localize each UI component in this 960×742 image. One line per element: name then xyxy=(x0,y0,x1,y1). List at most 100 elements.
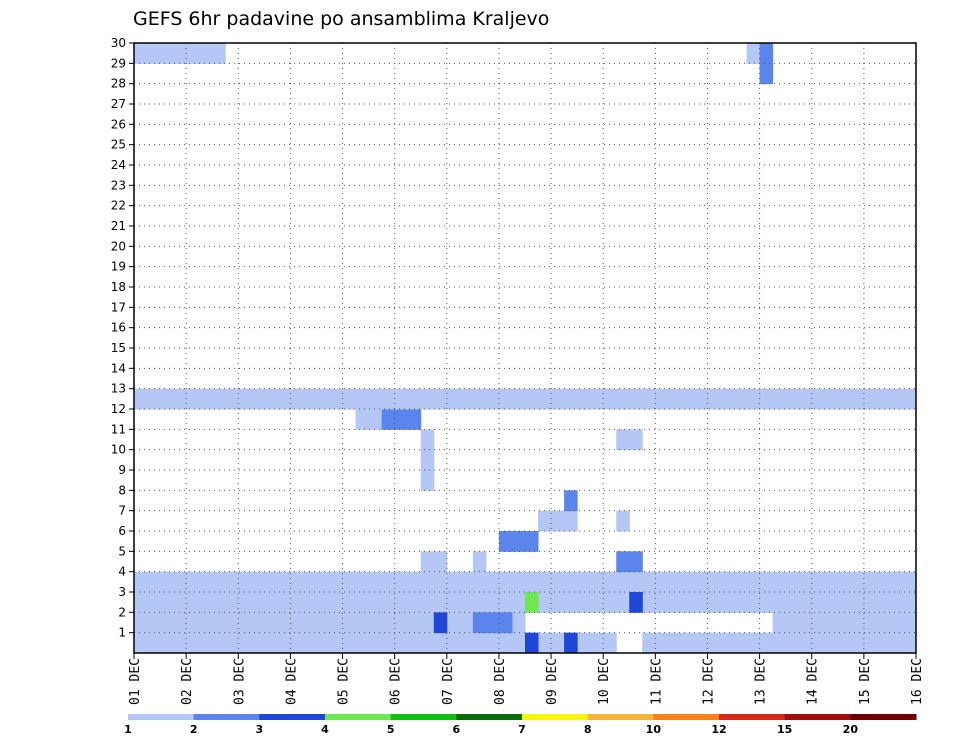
heatmap-cell xyxy=(290,612,304,634)
heatmap-cell xyxy=(225,592,239,613)
heatmap-cell xyxy=(681,571,695,593)
heatmap-cell xyxy=(668,388,682,410)
heatmap-cell xyxy=(629,388,643,410)
heatmap-cell xyxy=(264,571,278,593)
heatmap-cell xyxy=(420,571,435,593)
heatmap-cell xyxy=(355,612,370,634)
heatmap-cell xyxy=(511,571,526,593)
heatmap-cell xyxy=(290,388,304,410)
heatmap-cell xyxy=(160,43,174,64)
heatmap-cell xyxy=(759,571,774,593)
legend-label: 5 xyxy=(387,723,395,736)
heatmap-cell xyxy=(902,612,917,634)
heatmap-cell xyxy=(837,388,852,410)
heatmap-cell xyxy=(433,571,448,593)
x-tick-label: 02 DEC xyxy=(180,658,195,705)
heatmap-cell xyxy=(303,388,317,410)
heatmap-cell xyxy=(681,388,695,410)
heatmap-cell xyxy=(420,632,435,654)
heatmap-cell xyxy=(472,571,487,593)
x-tick-label: 10 DEC xyxy=(597,658,612,705)
heatmap-cell xyxy=(590,571,604,593)
heatmap-cell xyxy=(655,592,669,613)
heatmap-cell xyxy=(564,632,578,654)
heatmap-cell xyxy=(889,571,904,593)
x-axis-ticks: 01 DEC 02 DEC 03 DEC 04 DEC 05 DEC 06 DEC 07 D… xyxy=(128,653,925,705)
heatmap-cell xyxy=(668,632,682,654)
heatmap-cell xyxy=(655,388,669,410)
heatmap-cell xyxy=(355,592,370,613)
heatmap-cell xyxy=(134,571,148,593)
heatmap-cell xyxy=(290,592,304,613)
heatmap-cell xyxy=(407,571,422,593)
heatmap-cell xyxy=(433,592,448,613)
heatmap-cell xyxy=(811,388,826,410)
legend-swatch xyxy=(719,714,786,720)
heatmap-cell xyxy=(303,592,317,613)
heatmap-cell xyxy=(629,551,643,573)
heatmap-cell xyxy=(199,592,213,613)
heatmap-cell xyxy=(420,388,435,410)
heatmap-cell xyxy=(733,571,748,593)
heatmap-cell xyxy=(368,632,383,654)
heatmap-cell xyxy=(824,592,839,613)
heatmap-cell xyxy=(225,612,239,634)
heatmap-cell xyxy=(746,632,761,654)
heatmap-cell xyxy=(525,388,539,410)
heatmap-cell xyxy=(603,632,617,654)
heatmap-cell xyxy=(564,388,578,410)
y-tick-label: 15 xyxy=(111,341,126,355)
heatmap-cell xyxy=(147,592,161,613)
heatmap-cell xyxy=(420,612,435,634)
x-tick-label: 11 DEC xyxy=(649,658,664,705)
heatmap-cell xyxy=(759,388,774,410)
heatmap-cell xyxy=(733,632,748,654)
heatmap-cell xyxy=(863,612,878,634)
heatmap-cell xyxy=(147,571,161,593)
heatmap-cell xyxy=(212,592,226,613)
heatmap-cell xyxy=(694,632,708,654)
heatmap-cell xyxy=(225,388,239,410)
heatmap-cell xyxy=(889,632,904,654)
heatmap-cell xyxy=(199,43,213,64)
heatmap-cell xyxy=(498,531,513,552)
heatmap-cell xyxy=(407,612,422,634)
heatmap-cell xyxy=(459,571,474,593)
heatmap-cell xyxy=(759,63,774,85)
heatmap-cell xyxy=(329,612,344,634)
y-tick-label: 19 xyxy=(111,260,126,274)
heatmap-cell xyxy=(785,571,800,593)
heatmap-cell xyxy=(264,388,278,410)
heatmap-cell xyxy=(577,592,591,613)
heatmap-cell xyxy=(642,632,656,654)
heatmap-cell xyxy=(342,571,357,593)
heatmap-cell xyxy=(733,388,748,410)
heatmap-cell xyxy=(329,388,344,410)
legend-label: 8 xyxy=(584,723,592,736)
heatmap-cell xyxy=(811,592,826,613)
heatmap-cell xyxy=(277,632,291,654)
heatmap-cell xyxy=(355,388,370,410)
y-tick-label: 20 xyxy=(111,239,126,253)
heatmap-cell xyxy=(368,612,383,634)
heatmap-cell xyxy=(485,388,500,410)
y-tick-label: 28 xyxy=(111,77,126,91)
heatmap-cell xyxy=(147,388,161,410)
y-tick-label: 17 xyxy=(111,300,126,314)
heatmap-cell xyxy=(173,592,187,613)
legend-label: 10 xyxy=(646,723,662,736)
heatmap-cell xyxy=(446,632,461,654)
heatmap-cell xyxy=(811,612,826,634)
legend-swatch xyxy=(653,714,720,720)
heatmap-cell xyxy=(746,571,761,593)
x-tick-label: 03 DEC xyxy=(232,658,247,705)
legend-label: 6 xyxy=(453,723,461,736)
heatmap-cell xyxy=(642,388,656,410)
heatmap-cell xyxy=(381,632,396,654)
heatmap-cell xyxy=(134,43,148,64)
y-tick-label: 21 xyxy=(111,219,126,233)
heatmap-cell xyxy=(134,388,148,410)
heatmap-cell xyxy=(316,632,330,654)
heatmap-cell xyxy=(876,612,891,634)
